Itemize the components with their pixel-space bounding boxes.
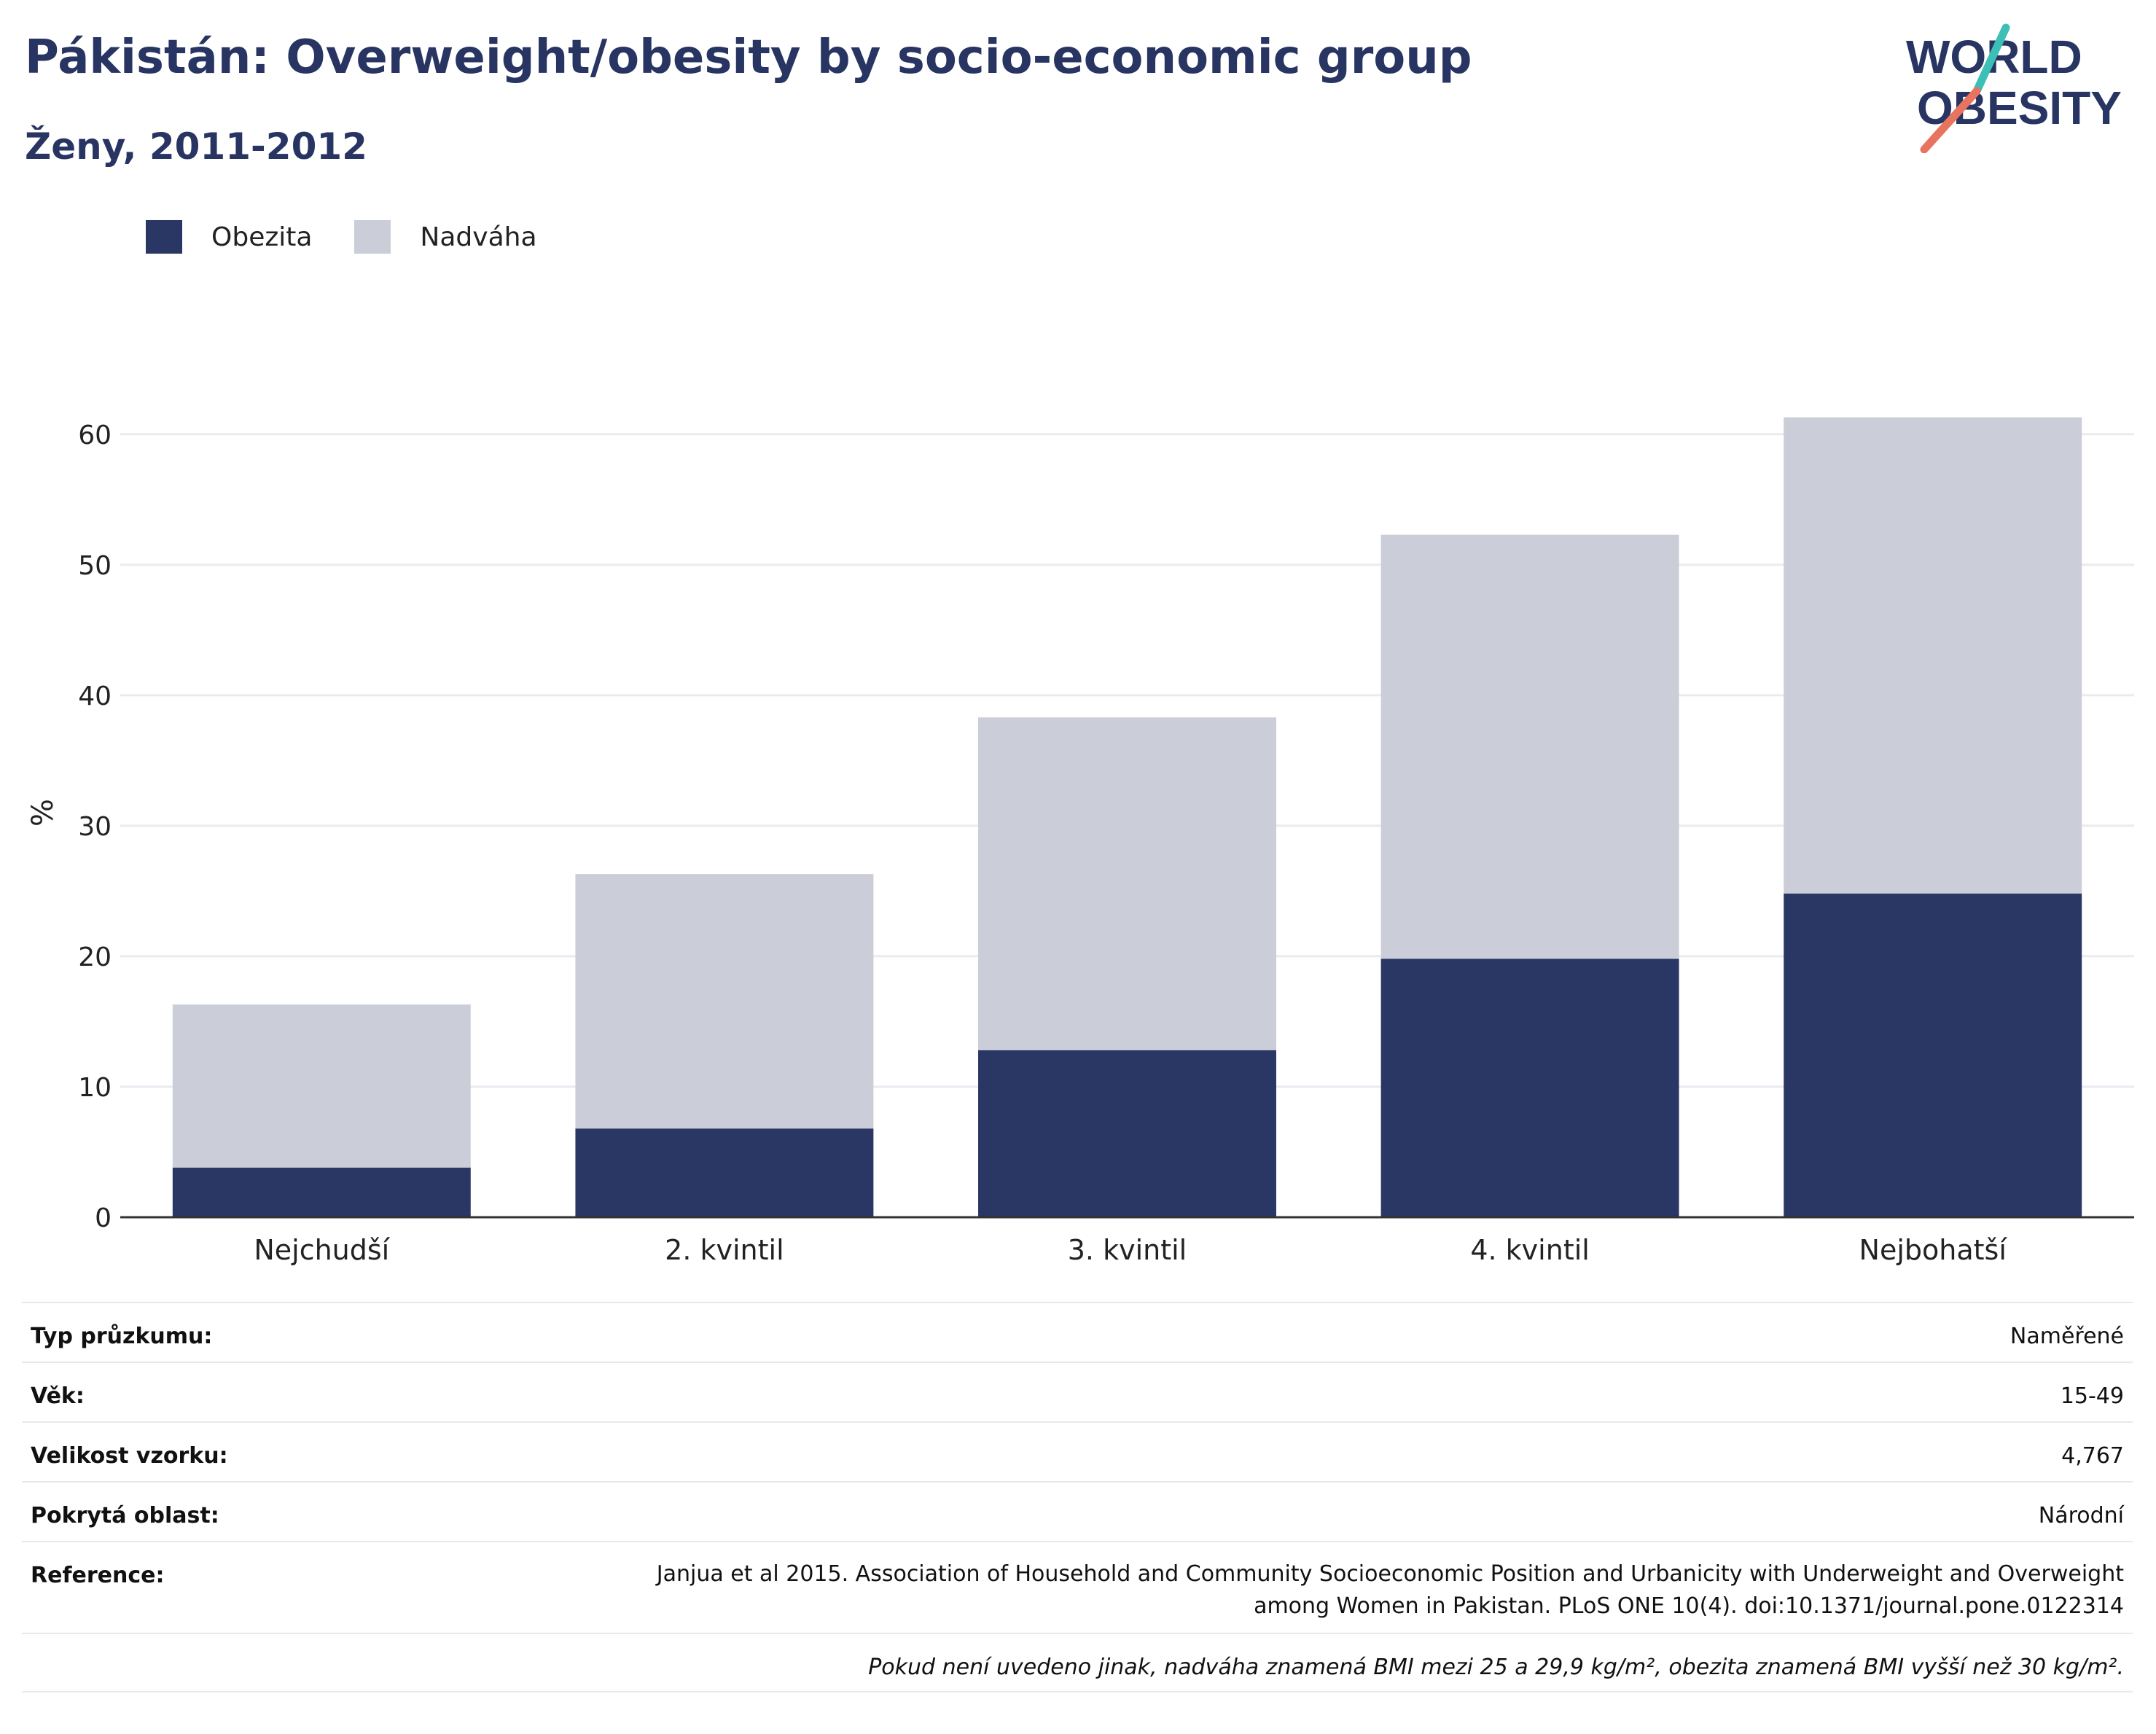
world-obesity-logo: WORLD OBESITY — [1906, 23, 2122, 153]
y-tick-label-30: 30 — [78, 812, 112, 842]
bar-nadvaha-4 — [1380, 534, 1679, 959]
reference-line-2: among Women in Pakistan. PLoS ONE 10(4).… — [1254, 1593, 2124, 1619]
legend-swatch-nadvaha — [354, 220, 391, 254]
bmi-definition-note: Pokud není uvedeno jinak, nadváha znamen… — [868, 1655, 2124, 1680]
bar-nadvaha-1 — [172, 1004, 471, 1168]
y-tick-label-40: 40 — [78, 682, 112, 711]
legend-label-nadvaha: Nadváha — [420, 222, 537, 252]
info-label-age: Věk: — [31, 1383, 85, 1409]
x-tick-label-1: Nejchudší — [254, 1234, 390, 1266]
y-tick-label-50: 50 — [78, 551, 112, 581]
survey-info-table: Typ průzkumu: Naměřené Věk: 15-49 Veliko… — [22, 1302, 2133, 1692]
bar-nadvaha-3 — [978, 717, 1276, 1050]
reference-line-1: Janjua et al 2015. Association of Househ… — [656, 1561, 2124, 1587]
bar-obezita-5 — [1784, 894, 2082, 1217]
stacked-bar-chart: 0 10 20 30 40 50 60% Nejchudší 2. kvintil 3. kvin… — [26, 417, 2134, 1266]
info-value-age: 15-49 — [2060, 1383, 2124, 1409]
info-label-survey-type: Typ průzkumu: — [31, 1324, 213, 1349]
info-label-reference: Reference: — [31, 1563, 165, 1588]
bar-obezita-1 — [172, 1167, 471, 1217]
legend-label-obezita: Obezita — [211, 222, 313, 252]
info-row-note: Pokud není uvedeno jinak, nadváha znamen… — [22, 1633, 2133, 1692]
bar-obezita-4 — [1380, 958, 1679, 1217]
info-value-sample-size: 4,767 — [2061, 1443, 2124, 1469]
legend-swatch-obezita — [146, 220, 182, 254]
legend-item-nadvaha: Nadváha — [354, 220, 537, 254]
y-tick-label-10: 10 — [78, 1073, 112, 1103]
info-value-reference: Janjua et al 2015. Association of Househ… — [657, 1558, 2124, 1622]
bar-nadvaha-5 — [1784, 417, 2082, 894]
info-row-coverage: Pokrytá oblast: Národní — [22, 1481, 2133, 1541]
chart-title: Pákistán: Overweight/obesity by socio-ec… — [25, 31, 1472, 85]
legend-item-obezita: Obezita — [146, 220, 312, 254]
x-tick-label-3: 3. kvintil — [1068, 1234, 1187, 1266]
info-value-coverage: Národní — [2038, 1503, 2124, 1528]
chart-legend: Obezita Nadváha — [146, 217, 579, 257]
logo-slash-red — [1920, 87, 1981, 153]
bar-obezita-3 — [978, 1050, 1276, 1217]
x-tick-label-2: 2. kvintil — [665, 1234, 784, 1266]
info-value-survey-type: Naměřené — [2009, 1324, 2124, 1349]
y-tick-label-0: 0 — [95, 1203, 112, 1233]
info-row-sample-size: Velikost vzorku: 4,767 — [22, 1421, 2133, 1481]
info-row-age: Věk: 15-49 — [22, 1362, 2133, 1421]
bar-obezita-2 — [575, 1128, 874, 1217]
info-label-sample-size: Velikost vzorku: — [31, 1443, 228, 1469]
info-label-coverage: Pokrytá oblast: — [31, 1503, 219, 1528]
info-row-reference: Reference: Janjua et al 2015. Associatio… — [22, 1541, 2133, 1633]
x-tick-label-4: 4. kvintil — [1470, 1234, 1590, 1266]
bar-nadvaha-2 — [575, 874, 874, 1129]
x-tick-label-5: Nejbohatší — [1859, 1234, 2008, 1266]
y-tick-label-60: 60 — [78, 421, 112, 450]
chart-subtitle: Ženy, 2011-2012 — [25, 125, 367, 168]
y-axis-label: % — [26, 799, 60, 827]
logo-slash-teal — [1972, 23, 2010, 95]
info-row-survey-type: Typ průzkumu: Naměřené — [22, 1302, 2133, 1362]
y-tick-label-20: 20 — [78, 942, 112, 972]
